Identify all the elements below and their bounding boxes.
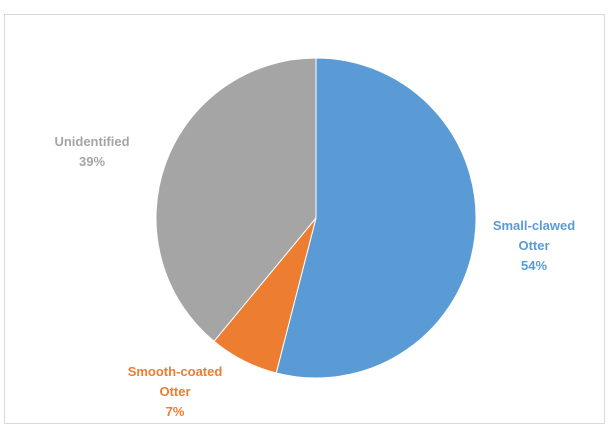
data-label-line: Otter	[518, 238, 549, 253]
data-label-line: Otter	[159, 384, 190, 399]
pie-slice-unidentified	[155, 57, 317, 342]
pie-labels: Small-clawed Otter 54% Smooth-coated Otter 7%…	[54, 134, 575, 419]
data-label-line: 7%	[166, 404, 185, 419]
pie-slice-small-clawed-otter	[275, 57, 477, 379]
data-label-small-clawed-otter: Small-clawed Otter 54%	[493, 218, 575, 273]
data-label-line: 54%	[521, 258, 547, 273]
pie-slices	[155, 57, 477, 379]
data-label-line: Smooth-coated	[128, 364, 223, 379]
data-label-line: Unidentified	[54, 134, 129, 149]
data-label-smooth-coated-otter: Smooth-coated Otter 7%	[128, 364, 223, 419]
data-label-unidentified: Unidentified 39%	[54, 134, 129, 169]
data-label-line: 39%	[79, 154, 105, 169]
data-label-line: Small-clawed	[493, 218, 575, 233]
